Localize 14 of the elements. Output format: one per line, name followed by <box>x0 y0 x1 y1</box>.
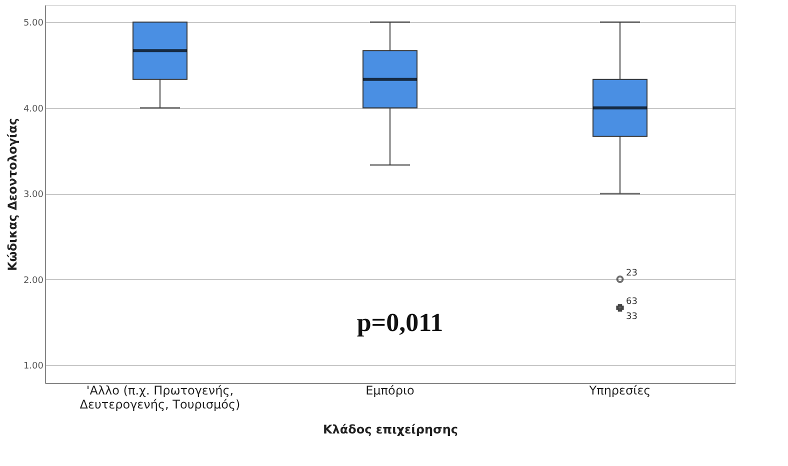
y-tick-label: 2.00 <box>23 276 44 286</box>
annotation: 23 <box>626 268 638 278</box>
x-tick-label: 'Αλλο (π.χ. Πρωτογενής, Δευτερογενής, Τουρισμός) <box>80 384 240 412</box>
annotation: 33 <box>626 312 638 322</box>
annotation: 63 <box>626 296 638 307</box>
y-tick-label: 4.00 <box>23 104 44 114</box>
y-tick-label: 3.00 <box>23 190 44 200</box>
y-tick-label: 1.00 <box>23 362 44 372</box>
y-axis-title: Κώδικας Δεοντολογίας <box>5 118 20 272</box>
x-tick-label: Εμπόριο <box>366 384 414 398</box>
annotation: p=0,011 <box>356 308 444 337</box>
x-axis-title: Κλάδος επιχείρησης <box>323 422 458 436</box>
y-tick-label: 5.00 <box>23 18 44 29</box>
x-tick-label: Υπηρεσίες <box>588 384 651 398</box>
